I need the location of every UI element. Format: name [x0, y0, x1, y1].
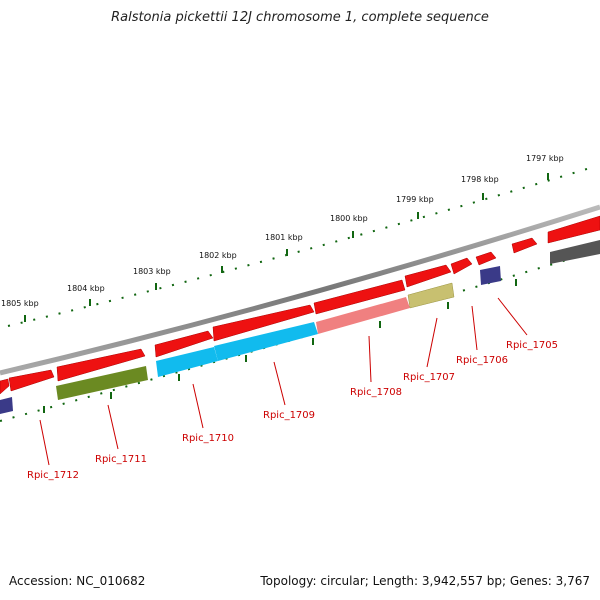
gene-block[interactable]: [56, 348, 146, 382]
gene-block[interactable]: [0, 378, 10, 395]
map-title: Ralstonia pickettii 12J chromosome 1, co…: [111, 10, 489, 25]
gene-block[interactable]: [511, 237, 538, 254]
gene-block[interactable]: [212, 304, 315, 342]
gene-block[interactable]: [8, 369, 55, 392]
gene-rpic-1707[interactable]: [407, 282, 455, 309]
gene-gray[interactable]: [550, 240, 600, 264]
gene-rpic-1705[interactable]: [480, 266, 501, 285]
chromosome-backbone: [0, 204, 600, 376]
gene-block[interactable]: [547, 215, 600, 244]
gene-label-leaders: [39, 297, 528, 466]
gene-label-rpic-1705: Rpic_1705: [506, 340, 558, 351]
accession-text: Accession: NC_010682: [9, 574, 146, 588]
gene-block[interactable]: [450, 257, 473, 275]
gene-rpic-1711[interactable]: [56, 366, 148, 400]
gene-block[interactable]: [154, 330, 214, 358]
outer-scale: [7, 167, 591, 327]
gene-rpic-1709[interactable]: [214, 322, 318, 361]
tick-label-1800: 1800 kbp: [330, 214, 368, 223]
gene-label-rpic-1712: Rpic_1712: [27, 470, 79, 481]
tick-label-1797: 1797 kbp: [526, 154, 564, 163]
gene-block[interactable]: [475, 251, 497, 266]
tick-label-1805: 1805 kbp: [1, 299, 39, 308]
gene-rpic-1708[interactable]: [316, 297, 410, 334]
tick-label-1799: 1799 kbp: [396, 195, 434, 204]
topology-text: Topology: circular; Length: 3,942,557 bp…: [260, 574, 590, 588]
gene-block[interactable]: [404, 264, 452, 288]
gene-label-rpic-1709: Rpic_1709: [263, 410, 315, 421]
inner-scale: [0, 249, 600, 422]
gene-rpic-1712[interactable]: [0, 397, 13, 414]
gene-label-rpic-1708: Rpic_1708: [350, 387, 402, 398]
tick-label-1798: 1798 kbp: [461, 175, 499, 184]
gene-label-rpic-1706: Rpic_1706: [456, 355, 508, 366]
gene-rpic-1710[interactable]: [156, 347, 218, 377]
gene-label-rpic-1711: Rpic_1711: [95, 454, 147, 465]
tick-label-1803: 1803 kbp: [133, 267, 171, 276]
tick-label-1801: 1801 kbp: [265, 233, 303, 242]
gene-block[interactable]: [313, 279, 406, 315]
gene-label-rpic-1707: Rpic_1707: [403, 372, 455, 383]
tick-label-1804: 1804 kbp: [67, 284, 105, 293]
tick-label-1802: 1802 kbp: [199, 251, 237, 260]
reverse-strand-genes: [0, 240, 600, 414]
forward-strand-genes: [0, 215, 600, 395]
gene-label-rpic-1710: Rpic_1710: [182, 433, 234, 444]
